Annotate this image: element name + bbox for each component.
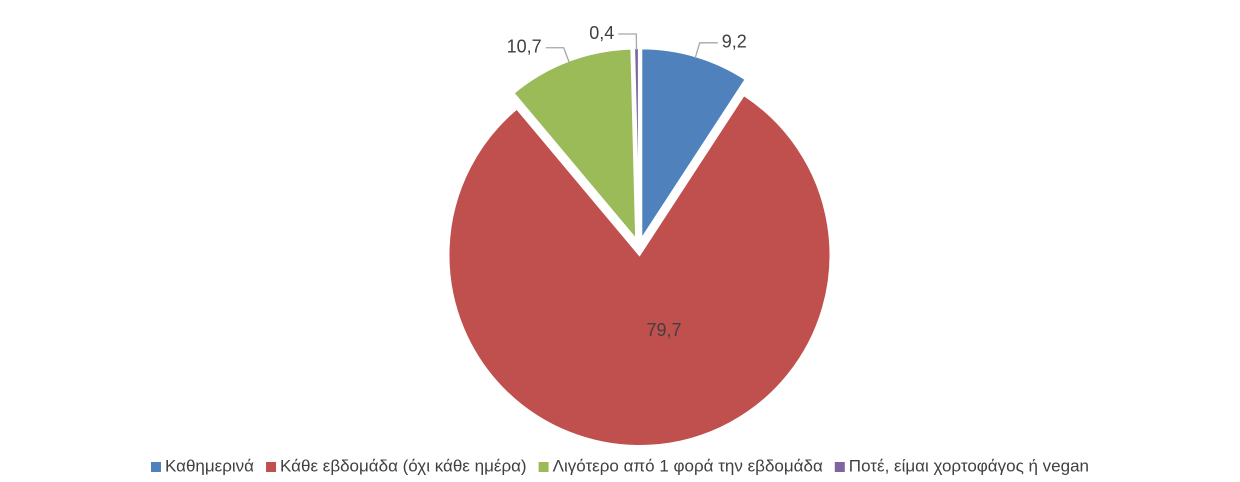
leader-line	[618, 33, 638, 51]
legend-swatch	[266, 462, 277, 472]
leader-line	[545, 47, 570, 63]
legend-swatch	[150, 462, 161, 472]
legend-label: Κάθε εβδομάδα (όχι κάθε ημέρα)	[280, 456, 527, 475]
data-label: 0,4	[589, 23, 614, 43]
leader-line	[694, 42, 718, 59]
data-label: 79,7	[647, 320, 682, 340]
pie-slice	[447, 93, 832, 447]
legend-swatch	[538, 462, 549, 472]
data-label: 10,7	[507, 37, 542, 57]
legend-swatch	[834, 462, 845, 472]
legend-label: Λιγότερο από 1 φορά την εβδομάδα	[553, 456, 823, 475]
legend-label: Καθημερινά	[165, 456, 254, 475]
data-label: 9,2	[722, 32, 747, 52]
legend-label: Ποτέ, είμαι χορτοφάγος ή vegan	[849, 456, 1089, 475]
legend: Καθημερινά Κάθε εβδομάδα (όχι κάθε ημέρα)…	[150, 456, 1089, 475]
